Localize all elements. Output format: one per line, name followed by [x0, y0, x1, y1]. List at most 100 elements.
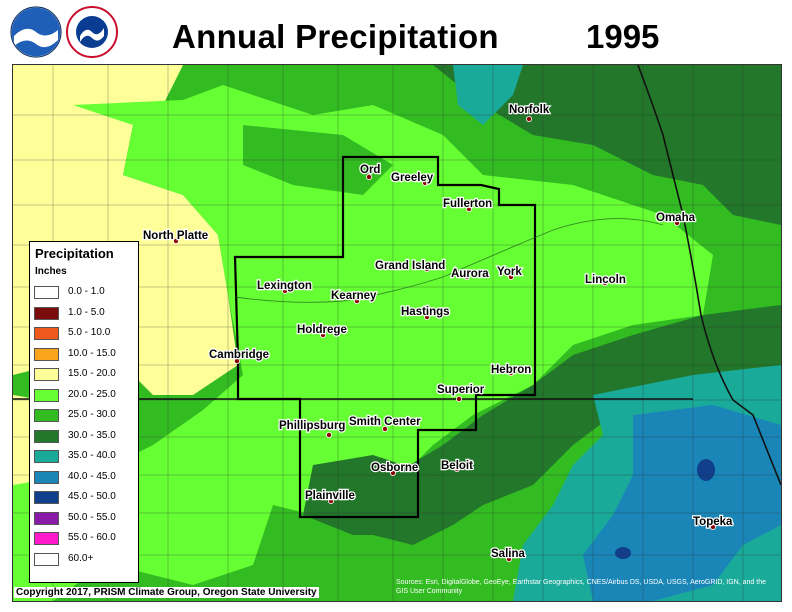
county-boundaries	[13, 65, 781, 601]
city-marker-icon	[319, 331, 326, 338]
city-label: Hastings	[401, 306, 450, 318]
legend-swatch	[34, 306, 59, 320]
legend-item: 35.0 - 40.0	[34, 450, 134, 464]
legend-swatch	[34, 450, 59, 463]
city-marker-icon	[463, 273, 470, 280]
city-marker-icon	[423, 313, 430, 320]
city-omaha: Omaha	[655, 211, 697, 226]
legend-swatch	[34, 368, 59, 381]
city-layer: Norfolk Ord Greeley Fullerton Omaha North Pla…	[142, 103, 734, 562]
city-label: North Platte	[143, 230, 208, 242]
city-grand-island: Grand Island	[374, 259, 447, 273]
city-york: York	[496, 265, 524, 280]
city-marker-icon	[233, 357, 240, 364]
legend-item: 5.0 - 10.0	[34, 327, 134, 341]
legend-swatch	[34, 470, 59, 484]
precipitation-map[interactable]: Norfolk Ord Greeley Fullerton Omaha North Pla…	[12, 64, 782, 602]
city-kearney: Kearney	[330, 289, 378, 304]
city-beloit: Beloit	[440, 459, 475, 473]
city-phillipsburg: Phillipsburg	[278, 419, 347, 438]
city-label: Cambridge	[209, 349, 269, 361]
city-marker-icon	[423, 265, 430, 272]
city-marker-icon	[421, 180, 428, 187]
legend-label: 1.0 - 5.0	[68, 306, 105, 318]
legend-title: Precipitation	[35, 246, 114, 261]
city-label: Ord	[360, 164, 380, 176]
legend-item: 25.0 - 30.0	[34, 409, 134, 423]
legend-swatch	[34, 511, 59, 525]
city-label: Omaha	[656, 212, 696, 224]
city-north-platte: North Platte	[142, 229, 209, 244]
legend-item: 20.0 - 25.0	[34, 388, 134, 403]
noaa-logo-icon	[10, 6, 62, 58]
legend-item: 50.0 - 55.0	[34, 511, 134, 526]
legend-label: 45.0 - 50.0	[68, 491, 116, 502]
city-hebron: Hebron	[490, 363, 533, 377]
legend-label: 40.0 - 45.0	[68, 470, 116, 482]
precip-raster	[13, 65, 781, 601]
city-topeka: Topeka	[692, 515, 734, 530]
city-label: Grand Island	[375, 260, 445, 272]
legend-item: 60.0+	[34, 552, 134, 567]
legend-label: 50.0 - 55.0	[68, 511, 116, 523]
city-marker-icon	[507, 273, 514, 280]
city-label: Greeley	[391, 172, 434, 184]
legend-swatch	[34, 552, 59, 566]
city-label: Topeka	[693, 516, 733, 528]
city-superior: Superior	[436, 383, 486, 402]
city-holdrege: Holdrege	[296, 323, 348, 338]
city-plainville: Plainville	[304, 489, 356, 504]
city-smith-center: Smith Center	[348, 415, 422, 432]
copyright-text: Copyright 2017, PRISM Climate Group, Ore…	[14, 587, 319, 598]
legend-swatch	[34, 388, 59, 402]
city-label: Phillipsburg	[279, 420, 345, 432]
city-marker-icon	[453, 465, 460, 472]
legend-label: 55.0 - 60.0	[68, 532, 116, 543]
city-label: Lexington	[257, 280, 312, 292]
city-marker-icon	[365, 174, 372, 181]
map-year: 1995	[586, 18, 660, 55]
city-marker-icon	[381, 425, 388, 432]
legend-label: 60.0+	[68, 552, 94, 564]
map-title: Annual Precipitation	[172, 18, 499, 55]
legend-swatch	[34, 286, 59, 299]
city-marker-icon	[465, 205, 472, 212]
sources-text: Sources: Esri, DigitalGlobe, GeoEye, Ear…	[396, 579, 766, 595]
legend-item: 1.0 - 5.0	[34, 306, 134, 321]
legend-swatch	[34, 327, 59, 340]
legend-label: 10.0 - 15.0	[68, 347, 116, 359]
city-label: Salina	[491, 548, 525, 560]
city-fullerton: Fullerton	[442, 197, 493, 212]
city-ord: Ord	[359, 163, 382, 181]
city-label: Plainville	[305, 490, 355, 502]
city-marker-icon	[455, 395, 462, 402]
city-marker-icon	[602, 279, 609, 286]
city-marker-icon	[507, 369, 514, 376]
city-norfolk: Norfolk	[508, 103, 551, 123]
legend-item: 30.0 - 35.0	[34, 429, 134, 444]
city-label: Aurora	[451, 268, 489, 280]
legend: Precipitation Inches 0.0 - 1.0 1.0 - 5.0 5…	[29, 241, 139, 583]
legend-item: 15.0 - 20.0	[34, 368, 134, 382]
city-greeley: Greeley	[390, 171, 435, 187]
legend-swatch	[34, 532, 59, 545]
city-label: York	[497, 266, 522, 278]
city-marker-icon	[505, 555, 512, 562]
legend-item: 45.0 - 50.0	[34, 491, 134, 505]
legend-label: 30.0 - 35.0	[68, 429, 116, 441]
city-cambridge: Cambridge	[208, 348, 270, 364]
city-aurora: Aurora	[450, 267, 491, 281]
city-lexington: Lexington	[256, 279, 313, 294]
legend-units: Inches	[35, 266, 67, 277]
city-marker-icon	[325, 431, 332, 438]
city-marker-icon	[389, 469, 396, 476]
city-label: Norfolk	[509, 104, 550, 116]
river-boundary	[637, 65, 781, 486]
legend-item: 40.0 - 45.0	[34, 470, 134, 485]
legend-swatch	[34, 429, 59, 443]
legend-item: 0.0 - 1.0	[34, 286, 134, 300]
legend-swatch	[34, 491, 59, 504]
city-marker-icon	[281, 287, 288, 294]
city-lincoln: Lincoln	[584, 273, 627, 287]
city-label: Superior	[437, 384, 485, 396]
